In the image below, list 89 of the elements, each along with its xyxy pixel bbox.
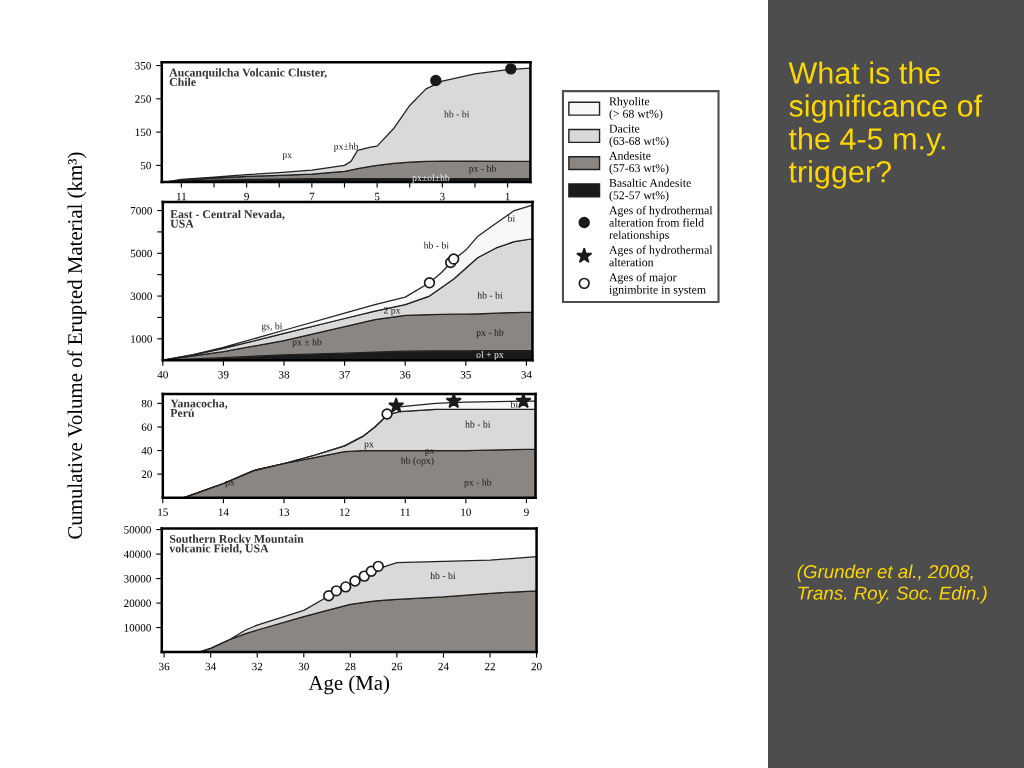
x-tick-label: 39	[218, 370, 229, 379]
point	[423, 277, 436, 289]
x-tick-label: 37	[339, 370, 350, 379]
text: Southern Rocky Mountain volcanic Field, USA	[169, 534, 304, 555]
legend-label: Andesite (57-63 wt%)	[609, 151, 669, 175]
legend-label: Basaltic Andesite (52-57 wt%)	[609, 178, 691, 202]
text: (Grunder et al., 2008, Trans. Roy. Soc. Edin.)	[797, 564, 987, 604]
legend-label: Dacite (63-68 wt%)	[609, 124, 669, 148]
x-tick-label: 38	[278, 370, 290, 379]
point	[448, 253, 460, 265]
annotation: hb - bi	[423, 241, 449, 249]
point	[349, 575, 361, 587]
y-tick-label: 20000	[124, 599, 151, 608]
y-tick-label: 10000	[124, 624, 151, 632]
y-tick-label: 250	[135, 95, 151, 103]
x-tick-label: 28	[345, 662, 356, 671]
x-tick-label: 34	[521, 370, 532, 379]
x-tick-label: 14	[218, 508, 229, 516]
x-tick-label: 5	[374, 192, 380, 201]
annotation: hb - bi	[444, 110, 470, 118]
point	[381, 408, 393, 420]
x-tick-label: 9	[524, 508, 529, 516]
annotation: px±hb	[333, 142, 359, 152]
annotation: px - hb	[468, 165, 496, 174]
annotation: px	[282, 153, 292, 161]
y-tick-label: 30000	[124, 575, 151, 583]
x-tick-label: 20	[531, 662, 542, 671]
point	[330, 585, 343, 597]
x-tick-label: 7	[309, 192, 315, 201]
x-tick-label: 36	[159, 662, 170, 671]
annotation: hb - bi	[477, 291, 503, 299]
y-tick-label: 5000	[130, 249, 152, 258]
text: Aucanquilcha Volcanic Cluster, Chile	[169, 68, 327, 86]
annotation: px - hb	[476, 328, 504, 338]
x-axis-title: Age (Ma)	[308, 675, 390, 695]
annotation: hb - bi	[430, 572, 456, 580]
y-tick-label: 50	[140, 161, 151, 170]
x-tick-label: 22	[484, 662, 495, 671]
x-tick-label: 10	[461, 508, 471, 516]
x-tick-label: 35	[460, 370, 471, 379]
x-tick-label: 11	[177, 192, 187, 201]
x-tick-label: 30	[298, 662, 309, 671]
y-tick-label: 3000	[130, 292, 152, 301]
y-tick-label: 350	[135, 62, 151, 70]
point	[388, 397, 405, 413]
legend-label: Ages of hydrothermal alteration	[609, 245, 713, 267]
y-tick-label: 1000	[131, 335, 152, 343]
point	[445, 393, 462, 409]
y-tick-label: 20	[141, 470, 152, 479]
text: Ages of major ignimbrite in system	[609, 272, 706, 297]
y-tick-label: 40	[141, 447, 152, 455]
point	[323, 590, 335, 602]
x-tick-label: 1	[505, 192, 510, 201]
text: Yanacocha, Perú	[170, 399, 228, 417]
y-tick-label: 150	[135, 128, 151, 137]
y-tick-label: 40000	[123, 550, 151, 559]
x-tick-label: 34	[205, 662, 217, 671]
x-tick-label: 11	[400, 508, 410, 516]
x-tick-label: 12	[340, 508, 350, 516]
annotation: hb (opx)	[400, 456, 434, 466]
x-tick-label: 24	[438, 662, 449, 671]
annotation: px - hb	[464, 478, 492, 488]
annotation: ol + px	[476, 351, 504, 360]
x-tick-label: 9	[244, 192, 249, 201]
text: Rhyolite (> 68 wt%)	[609, 97, 663, 121]
annotation: px±ol±hb	[412, 174, 450, 184]
annotation: hb - bi	[465, 420, 491, 428]
y-tick-label: 80	[141, 399, 152, 408]
text: What is the significance of the 4-5 m.y. trigger?	[788, 61, 983, 189]
y-tick-label: 60	[141, 423, 152, 431]
x-tick-label: 26	[391, 662, 403, 671]
annotation: bi	[510, 400, 518, 408]
y-tick-label: 50000	[124, 526, 151, 534]
annotation: px	[364, 442, 374, 450]
x-tick-label: 15	[158, 508, 168, 516]
annotation: px ± hb	[292, 338, 322, 348]
x-tick-label: 13	[279, 508, 290, 516]
y-tick-label: 7000	[130, 207, 152, 215]
legend-label: Ages of hydrothermal alteration from field relationships	[609, 205, 713, 242]
x-tick-label: 32	[252, 662, 263, 671]
point	[372, 560, 384, 573]
annotation: gs, bi	[261, 322, 283, 332]
y-axis-title: Cumulative Volume of Erupted Material (km³)	[67, 152, 87, 539]
x-tick-label: 36	[400, 370, 411, 379]
point	[339, 581, 352, 593]
x-tick-label: 3	[440, 192, 445, 201]
text: East - Central Nevada, USA	[170, 209, 285, 228]
x-tick-label: 40	[157, 370, 168, 379]
annotation: bi	[507, 214, 515, 222]
